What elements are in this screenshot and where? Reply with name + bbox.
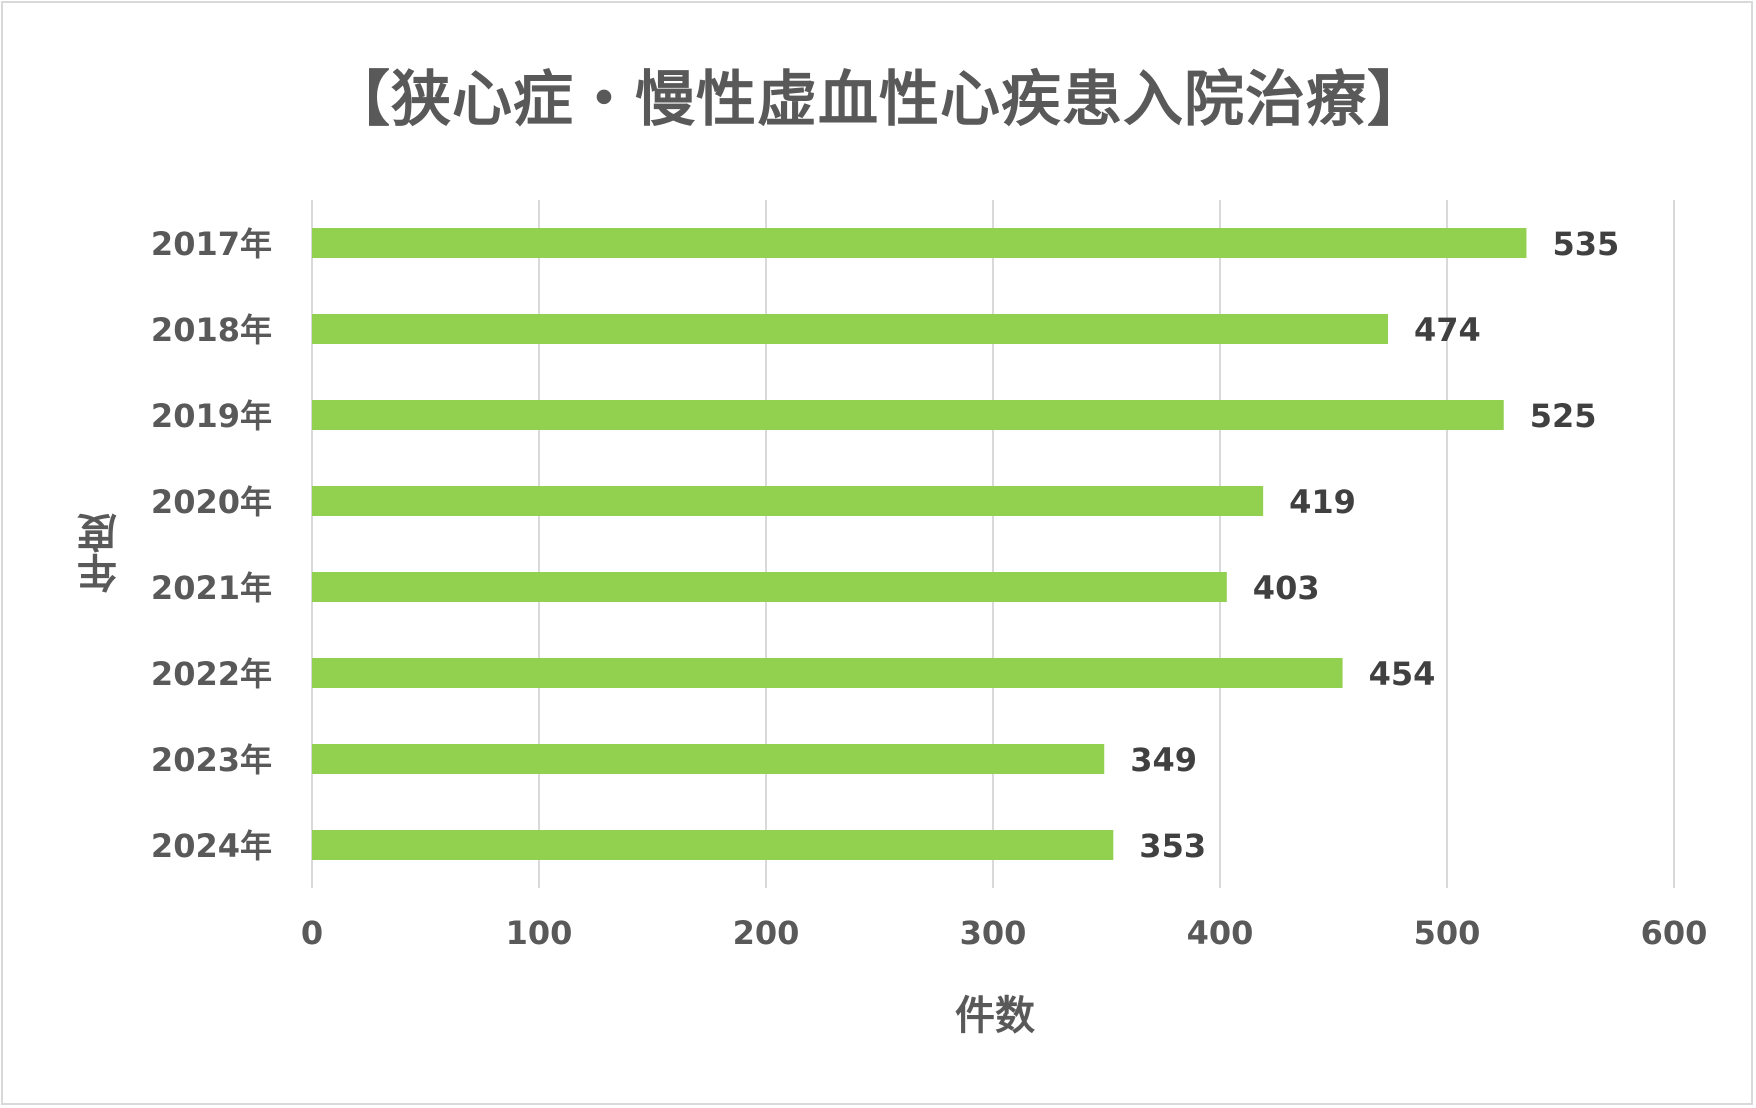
x-tick-label: 200 (733, 914, 800, 952)
bar-2020年 (312, 486, 1264, 516)
data-label: 403 (1253, 569, 1320, 607)
bar-2024年 (312, 830, 1114, 860)
y-tick-label: 2022年 (151, 655, 272, 693)
y-tick-label: 2017年 (151, 225, 272, 263)
chart-title: 【狭心症・慢性虚血性心疾患入院治療】 (330, 65, 1428, 135)
data-label: 474 (1414, 311, 1481, 349)
bar-2018年 (312, 314, 1388, 344)
bar-2023年 (312, 744, 1105, 774)
x-tick-label: 0 (301, 914, 323, 952)
x-tick-label: 500 (1414, 914, 1481, 952)
y-tick-label: 2023年 (151, 741, 272, 779)
y-tick-label: 2018年 (151, 311, 272, 349)
data-label: 349 (1130, 741, 1197, 779)
y-tick-label: 2024年 (151, 827, 272, 865)
y-tick-label: 2021年 (151, 569, 272, 607)
x-tick-label: 400 (1187, 914, 1254, 952)
x-axis-title: 件数 (955, 993, 1035, 1039)
data-label: 419 (1289, 483, 1356, 521)
data-label: 353 (1139, 827, 1206, 865)
bar-2021年 (312, 572, 1227, 602)
x-tick-label: 600 (1641, 914, 1708, 952)
x-tick-label: 100 (506, 914, 573, 952)
x-tick-label: 300 (960, 914, 1027, 952)
bar-2017年 (312, 228, 1527, 258)
data-label: 535 (1552, 225, 1619, 263)
bar-2019年 (312, 400, 1504, 430)
data-label: 525 (1530, 397, 1597, 435)
data-label: 454 (1369, 655, 1436, 693)
y-tick-label: 2020年 (151, 483, 272, 521)
bar-2022年 (312, 658, 1343, 688)
y-tick-label: 2019年 (151, 397, 272, 435)
